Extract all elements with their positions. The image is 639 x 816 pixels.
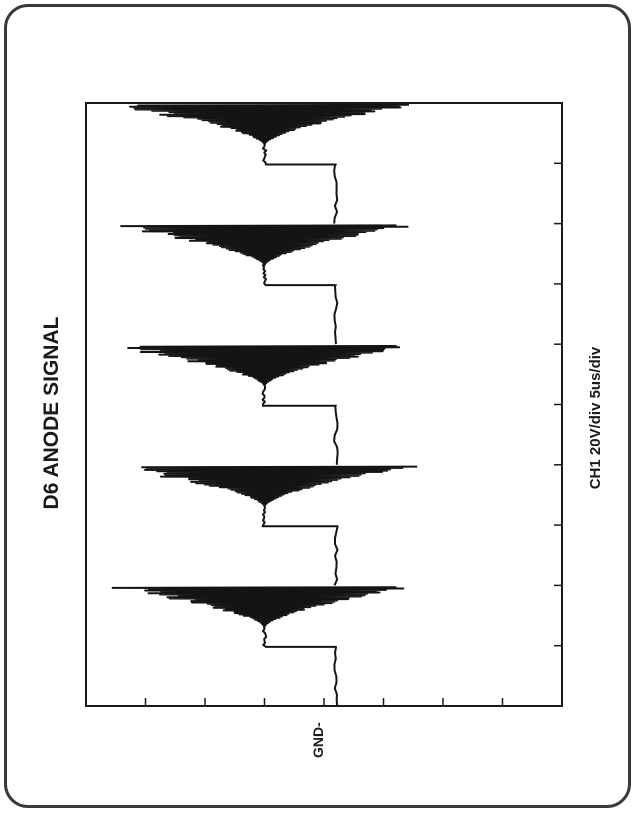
chart-title: D6 ANODE SIGNAL [40,316,63,509]
ground-marker-label: GND- [310,722,326,758]
ringing-burst [189,466,350,507]
plot-area [85,102,563,707]
tick-marks [144,162,562,706]
ringing-burst [189,225,350,266]
channel-settings-label: CH1 20V/div 5us/div [587,346,604,489]
plot-border [85,102,563,707]
signal-trace [111,103,418,707]
ringing-burst [189,587,350,627]
ringing-burst [189,104,350,145]
ringing-burst [189,346,350,386]
